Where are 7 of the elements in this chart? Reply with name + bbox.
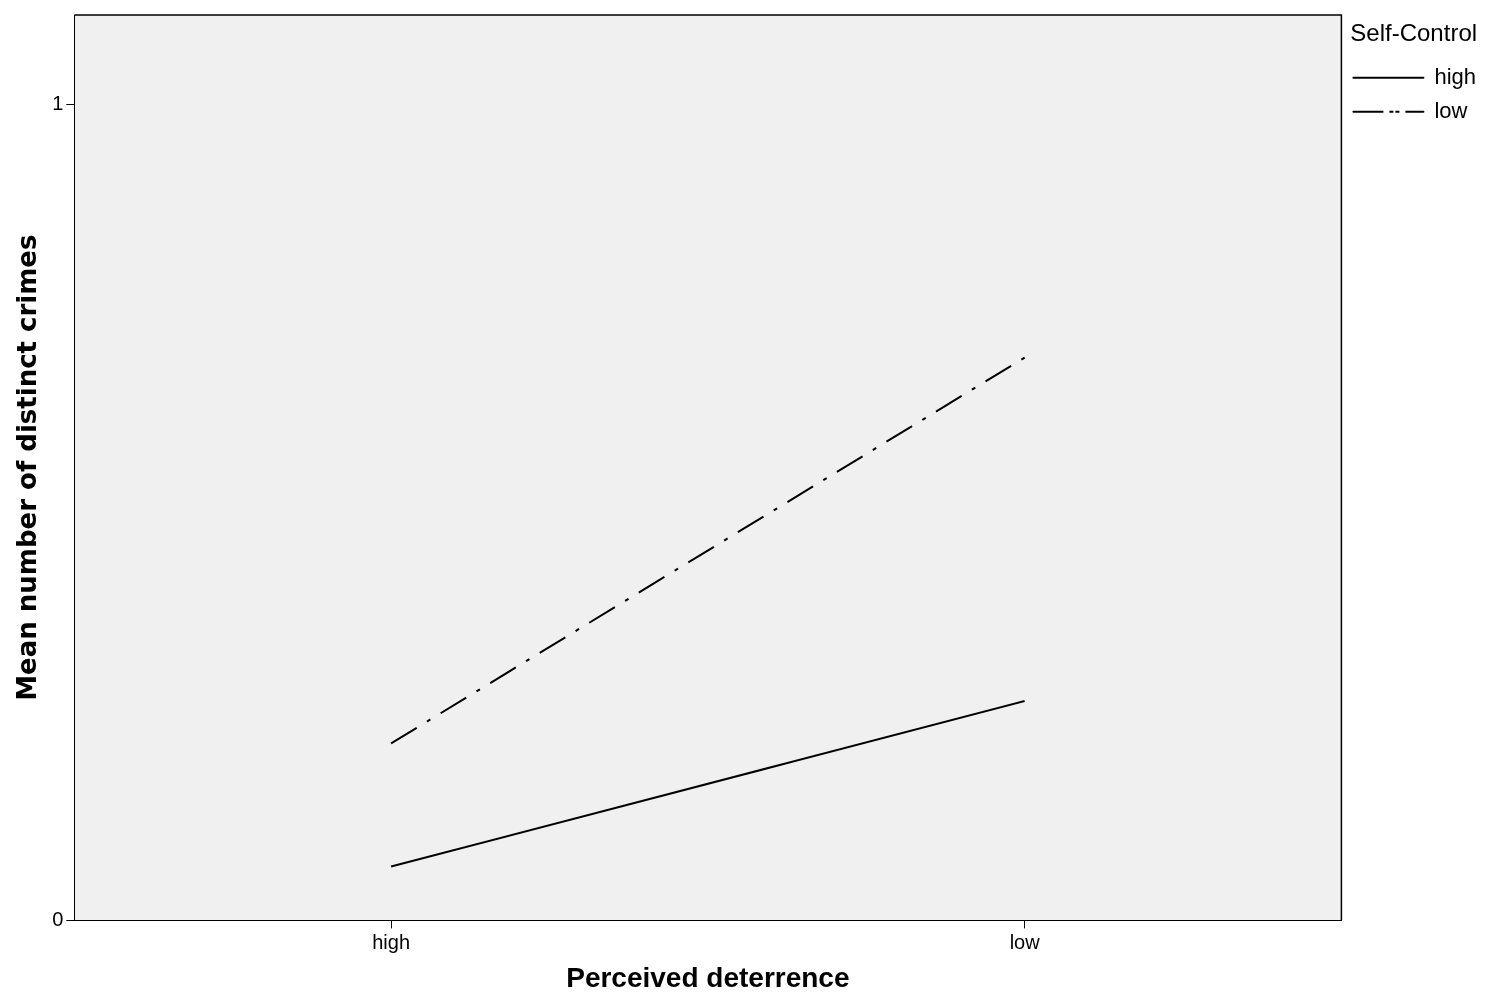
legend-title: Self-Control — [1350, 18, 1478, 46]
y-tick-label: 1 — [52, 92, 64, 115]
legend-label: low — [1434, 97, 1468, 123]
legend-label: high — [1434, 63, 1476, 89]
y-tick-label: 0 — [52, 907, 64, 930]
y-axis-title: Mean number of distinct crimes — [12, 234, 43, 701]
x-axis-title: Perceived deterrence — [566, 961, 850, 993]
